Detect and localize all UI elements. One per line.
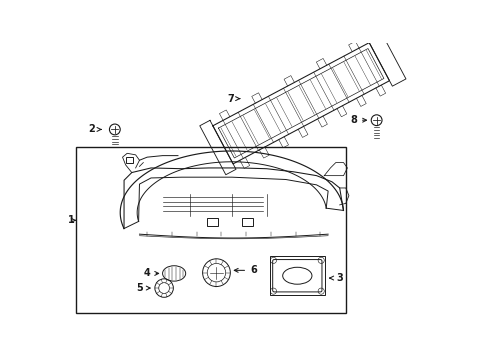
Text: 1: 1 [68, 215, 75, 225]
Bar [242, 218, 253, 226]
Text: 3: 3 [330, 273, 343, 283]
Bar [76, 147, 346, 313]
Text: 5: 5 [136, 283, 150, 293]
Text: 6: 6 [234, 265, 257, 275]
Text: 8: 8 [350, 115, 367, 125]
Text: 7: 7 [227, 94, 240, 104]
Text: 4: 4 [144, 269, 159, 278]
Bar [207, 218, 218, 226]
Bar [270, 256, 325, 295]
Bar [125, 157, 133, 163]
Text: 2: 2 [88, 125, 101, 134]
